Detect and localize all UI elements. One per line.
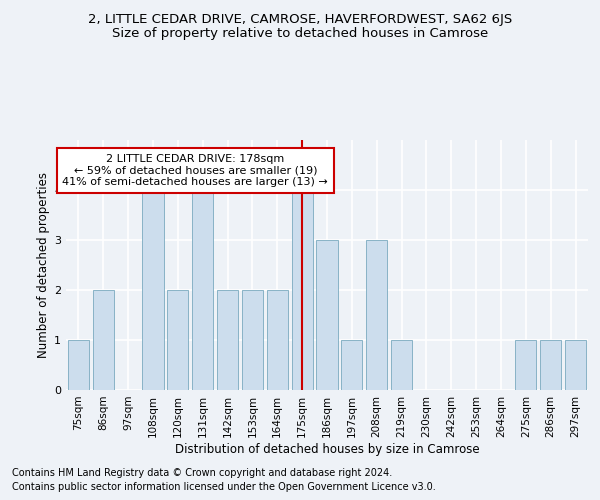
Bar	[68, 340, 89, 390]
Bar	[142, 190, 164, 390]
Bar	[540, 340, 561, 390]
Bar	[292, 190, 313, 390]
Bar	[192, 190, 213, 390]
Text: 2, LITTLE CEDAR DRIVE, CAMROSE, HAVERFORDWEST, SA62 6JS: 2, LITTLE CEDAR DRIVE, CAMROSE, HAVERFOR…	[88, 12, 512, 26]
Bar	[267, 290, 288, 390]
Bar	[391, 340, 412, 390]
Text: 2 LITTLE CEDAR DRIVE: 178sqm
← 59% of detached houses are smaller (19)
41% of se: 2 LITTLE CEDAR DRIVE: 178sqm ← 59% of de…	[62, 154, 328, 187]
Bar	[565, 340, 586, 390]
Bar	[167, 290, 188, 390]
Bar	[316, 240, 338, 390]
Text: Contains HM Land Registry data © Crown copyright and database right 2024.: Contains HM Land Registry data © Crown c…	[12, 468, 392, 477]
Text: Distribution of detached houses by size in Camrose: Distribution of detached houses by size …	[175, 442, 479, 456]
Text: Contains public sector information licensed under the Open Government Licence v3: Contains public sector information licen…	[12, 482, 436, 492]
Text: Size of property relative to detached houses in Camrose: Size of property relative to detached ho…	[112, 28, 488, 40]
Bar	[242, 290, 263, 390]
Bar	[341, 340, 362, 390]
Y-axis label: Number of detached properties: Number of detached properties	[37, 172, 50, 358]
Bar	[515, 340, 536, 390]
Bar	[93, 290, 114, 390]
Bar	[366, 240, 387, 390]
Bar	[217, 290, 238, 390]
